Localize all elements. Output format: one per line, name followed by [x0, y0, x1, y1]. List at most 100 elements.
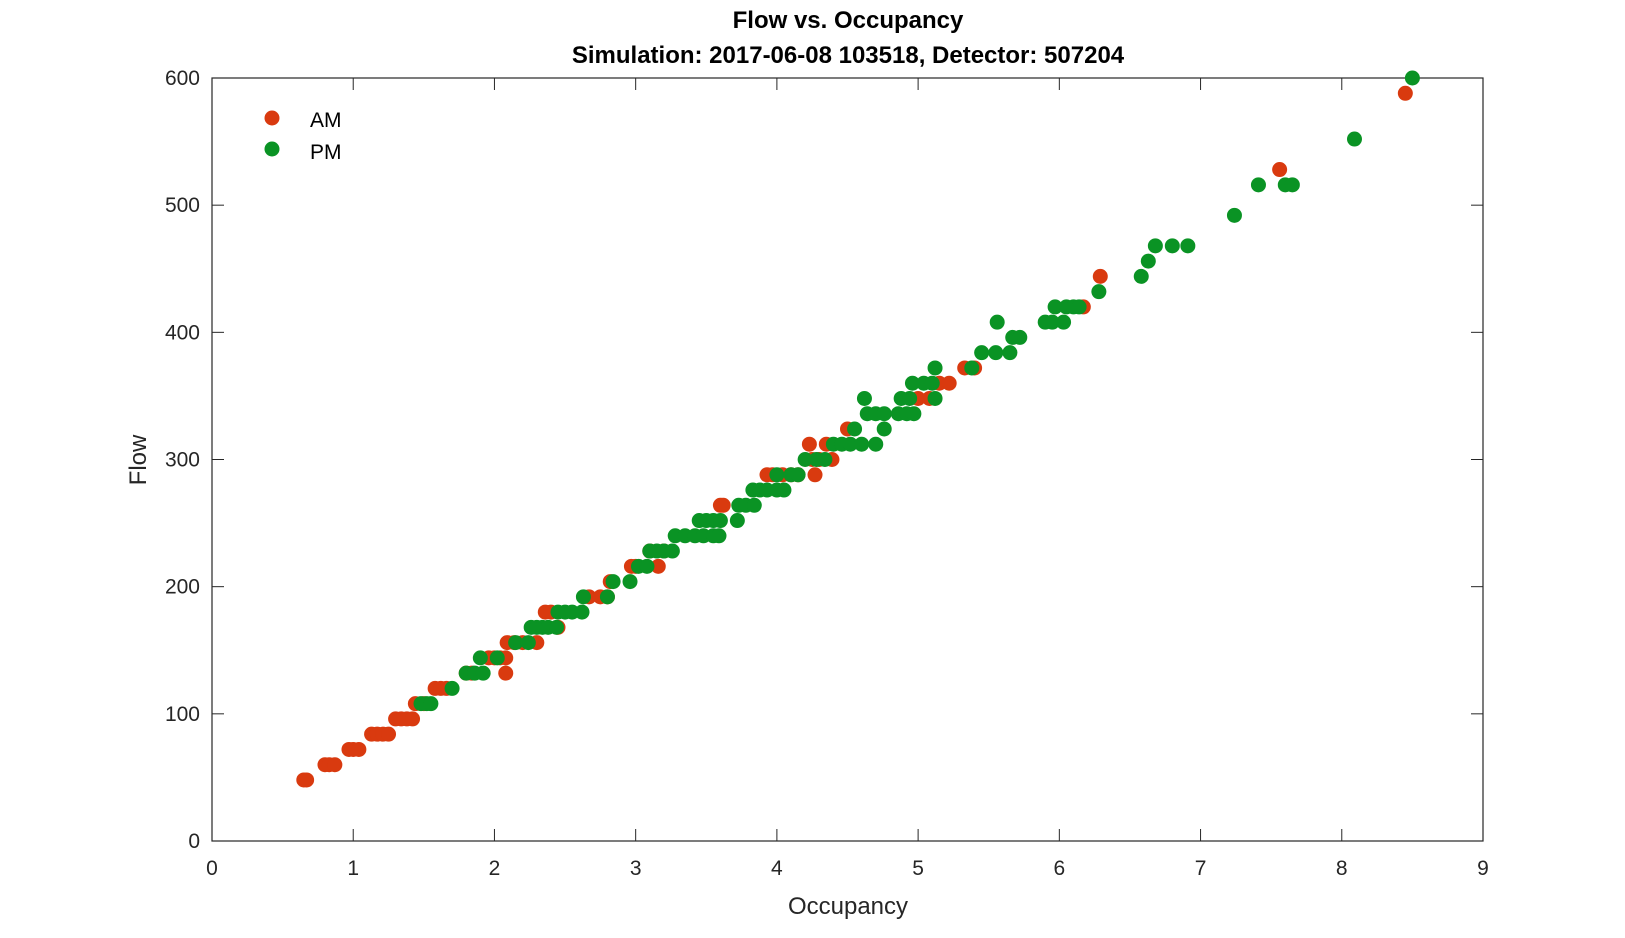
series-pm — [413, 70, 1420, 712]
data-point-pm — [790, 467, 806, 483]
data-point-pm — [575, 589, 591, 605]
data-point-pm — [854, 436, 870, 452]
x-tick-label: 7 — [1195, 857, 1207, 880]
data-point-pm — [622, 574, 638, 590]
data-point-am — [1397, 85, 1413, 101]
data-point-pm — [664, 543, 680, 559]
data-point-am — [327, 757, 343, 773]
data-point-pm — [876, 421, 892, 437]
data-point-pm — [989, 314, 1005, 330]
y-axis-label: Flow — [125, 434, 152, 485]
data-point-pm — [729, 513, 745, 529]
data-point-pm — [549, 619, 565, 635]
data-point-pm — [605, 574, 621, 590]
data-point-am — [941, 375, 957, 391]
data-point-pm — [927, 390, 943, 406]
data-point-pm — [1002, 345, 1018, 361]
data-point-pm — [599, 589, 615, 605]
data-point-pm — [1164, 238, 1180, 254]
legend: AM PM — [264, 109, 342, 164]
data-point-pm — [1140, 253, 1156, 269]
data-point-pm — [1250, 177, 1266, 193]
data-point-am — [1272, 162, 1288, 178]
data-point-pm — [1404, 70, 1420, 86]
data-point-pm — [444, 680, 460, 696]
data-point-pm — [1071, 299, 1087, 315]
data-point-am — [299, 772, 315, 788]
data-point-pm — [769, 467, 785, 483]
y-tick-label: 200 — [165, 576, 200, 599]
data-point-pm — [574, 604, 590, 620]
data-point-pm — [974, 345, 990, 361]
data-point-pm — [508, 635, 524, 651]
data-point-am — [498, 665, 514, 681]
data-point-pm — [988, 345, 1004, 361]
y-tick-label: 300 — [165, 449, 200, 472]
x-tick-label: 9 — [1477, 857, 1489, 880]
data-point-pm — [797, 452, 813, 467]
x-tick-label: 3 — [630, 857, 642, 880]
data-point-pm — [712, 513, 728, 529]
data-point-pm — [1091, 284, 1107, 300]
plot-area — [211, 77, 1484, 842]
y-axis: 0 100 200 300 400 500 600 — [165, 67, 1483, 853]
data-point-pm — [475, 665, 491, 681]
data-point-pm — [423, 696, 439, 712]
data-point-am — [405, 711, 421, 727]
y-tick-label: 500 — [165, 194, 200, 217]
chart-subtitle: Simulation: 2017-06-08 103518, Detector:… — [572, 42, 1125, 69]
x-tick-label: 5 — [912, 857, 924, 880]
legend-label-pm: PM — [310, 141, 342, 164]
x-tick-label: 1 — [347, 857, 359, 880]
data-point-am — [650, 558, 666, 574]
data-point-pm — [924, 375, 940, 391]
data-point-pm — [520, 635, 536, 651]
x-tick-label: 8 — [1336, 857, 1348, 880]
data-point-pm — [847, 421, 863, 437]
data-point-am — [807, 467, 823, 483]
x-tick-label: 6 — [1053, 857, 1065, 880]
data-point-pm — [1133, 268, 1149, 284]
data-point-pm — [1226, 207, 1242, 223]
legend-marker-pm — [264, 141, 280, 157]
data-point-pm — [842, 436, 858, 452]
data-point-pm — [876, 406, 892, 422]
data-point-pm — [639, 558, 655, 574]
data-point-pm — [964, 360, 980, 376]
legend-marker-am — [264, 110, 280, 126]
data-point-pm — [904, 375, 920, 391]
data-point-pm — [1284, 177, 1300, 193]
data-point-pm — [1047, 299, 1063, 315]
x-tick-label: 0 — [206, 857, 218, 880]
data-point-pm — [856, 390, 872, 406]
x-axis: 0 1 2 3 4 5 6 7 8 9 — [206, 78, 1489, 880]
data-point-pm — [776, 482, 792, 498]
chart-title: Flow vs. Occupancy — [733, 7, 964, 34]
data-point-pm — [1180, 238, 1196, 254]
data-point-pm — [1056, 314, 1072, 330]
data-point-pm — [817, 452, 833, 467]
y-tick-label: 400 — [165, 321, 200, 344]
legend-label-am: AM — [310, 109, 342, 132]
data-point-am — [801, 436, 817, 452]
data-point-am — [351, 741, 367, 757]
y-tick-label: 100 — [165, 703, 200, 726]
data-point-pm — [906, 406, 922, 422]
data-point-pm — [1012, 329, 1028, 345]
data-point-pm — [1147, 238, 1163, 254]
data-point-pm — [472, 650, 488, 666]
x-axis-label: Occupancy — [788, 893, 908, 920]
data-point-pm — [1044, 314, 1060, 330]
data-point-am — [715, 497, 731, 513]
data-point-pm — [489, 650, 505, 666]
data-point-pm — [711, 528, 727, 544]
data-point-pm — [927, 360, 943, 376]
y-tick-label: 0 — [188, 830, 200, 853]
y-tick-label: 600 — [165, 67, 200, 90]
data-point-pm — [868, 436, 884, 452]
data-point-pm — [746, 497, 762, 513]
data-point-pm — [1346, 131, 1362, 147]
data-point-am — [381, 726, 397, 742]
x-tick-label: 2 — [489, 857, 501, 880]
